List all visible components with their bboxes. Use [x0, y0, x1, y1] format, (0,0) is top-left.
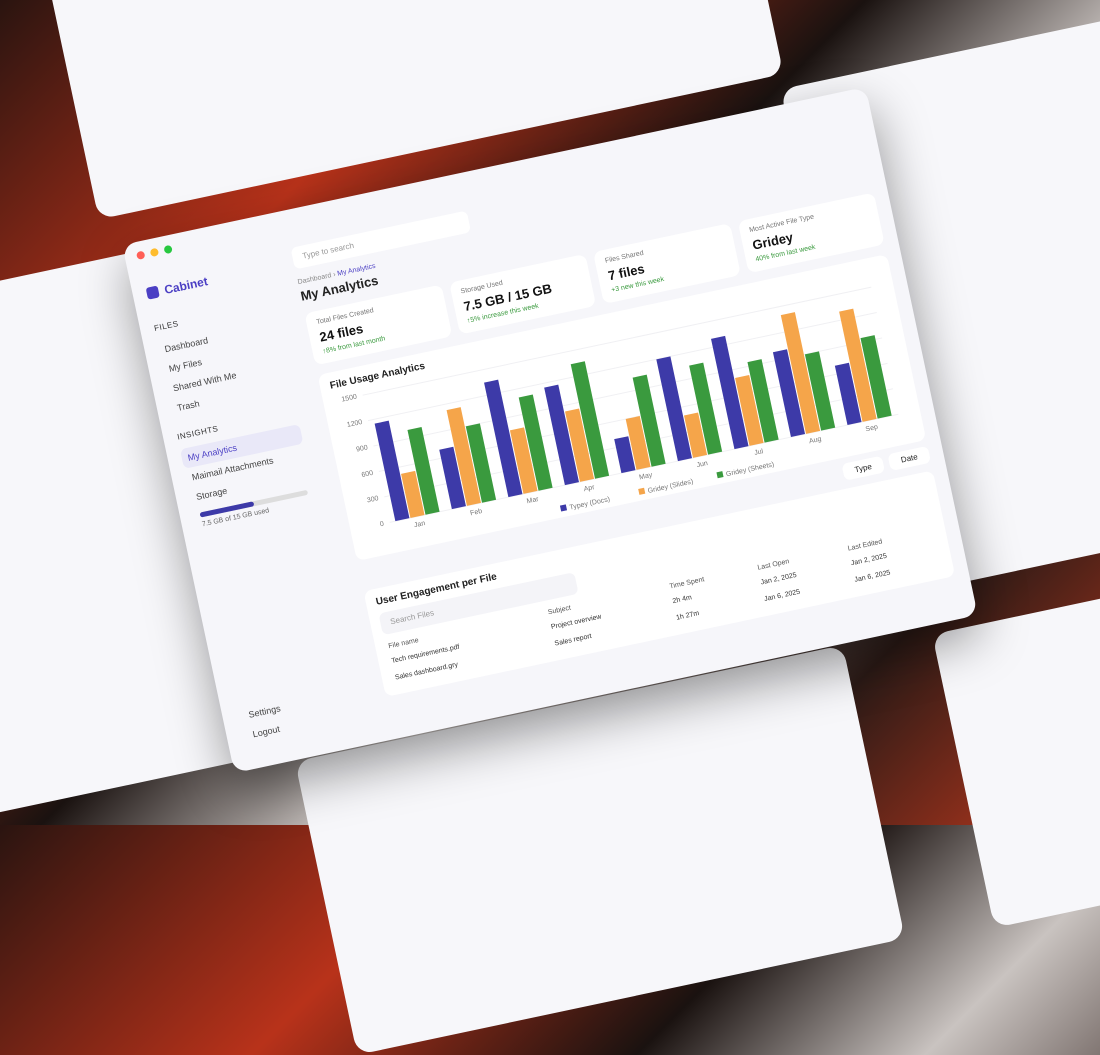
bar: [735, 375, 764, 446]
main: Type to search Dashboard › My Analytics …: [275, 114, 978, 742]
bar: [407, 426, 440, 515]
chart: 0 300 600 900 1200 1500 Jan Feb Mar Apr May Jun Jul A…: [341, 286, 899, 529]
bar: [780, 312, 821, 434]
logo: Cabinet: [145, 262, 267, 301]
legend-swatch: [559, 504, 568, 512]
bar: [465, 423, 497, 503]
y-tick-label: 1500: [341, 393, 358, 403]
legend-label: Gridey (Sheets): [725, 461, 774, 478]
x-tick-label: Sep: [865, 424, 879, 433]
x-tick-label: Feb: [470, 508, 483, 517]
bar: [614, 436, 636, 474]
bar: [839, 308, 877, 422]
y-tick-label: 600: [361, 470, 374, 479]
y-tick-label: 900: [356, 444, 369, 453]
background-window: [932, 572, 1100, 928]
bar: [446, 407, 482, 506]
x-tick-label: Jan: [413, 520, 426, 529]
page: {"sidebar":{"logo":"Cabinet","files_head…: [0, 0, 1100, 825]
bar: [570, 361, 610, 479]
bar: [860, 335, 892, 419]
bar: [439, 446, 466, 510]
bar: [747, 359, 779, 443]
x-tick-label: Mar: [526, 496, 540, 505]
bar: [374, 420, 410, 522]
x-tick-label: Apr: [583, 484, 596, 493]
x-tick-label: May: [639, 472, 654, 482]
bar: [401, 470, 425, 518]
x-tick-label: Jul: [754, 448, 765, 457]
bar: [834, 362, 862, 426]
bar: [565, 408, 595, 482]
chart-card: File Usage Analytics 0 300 600 900 1200 1500 J…: [317, 254, 927, 561]
bar: [683, 412, 708, 458]
app-window: Cabinet FILES Dashboard My Files Shared …: [122, 86, 978, 774]
bar: [544, 384, 579, 486]
bar: [484, 379, 523, 498]
bar: [632, 374, 666, 467]
x-tick-label: Jun: [696, 460, 709, 469]
bar: [518, 394, 553, 491]
bar: [772, 349, 806, 438]
bar: [625, 416, 651, 470]
bar: [656, 356, 693, 462]
logo-text: Cabinet: [163, 274, 209, 297]
bar: [804, 351, 836, 431]
legend-swatch: [638, 487, 646, 495]
y-tick-label: 1200: [346, 419, 363, 429]
bar: [689, 362, 723, 455]
y-tick-label: 300: [366, 495, 379, 504]
y-tick-label: 0: [379, 521, 384, 529]
x-tick-label: Aug: [809, 436, 823, 445]
legend-label: Typey (Docs): [569, 496, 611, 511]
legend-label: Gridey (Slides): [647, 478, 694, 494]
bar: [711, 335, 749, 450]
legend-swatch: [716, 471, 724, 479]
table-row: Sales dashboard.gry Sales report 1h 27m Jan…: [390, 554, 943, 687]
grid-line: [362, 286, 872, 396]
bar: [509, 427, 538, 494]
